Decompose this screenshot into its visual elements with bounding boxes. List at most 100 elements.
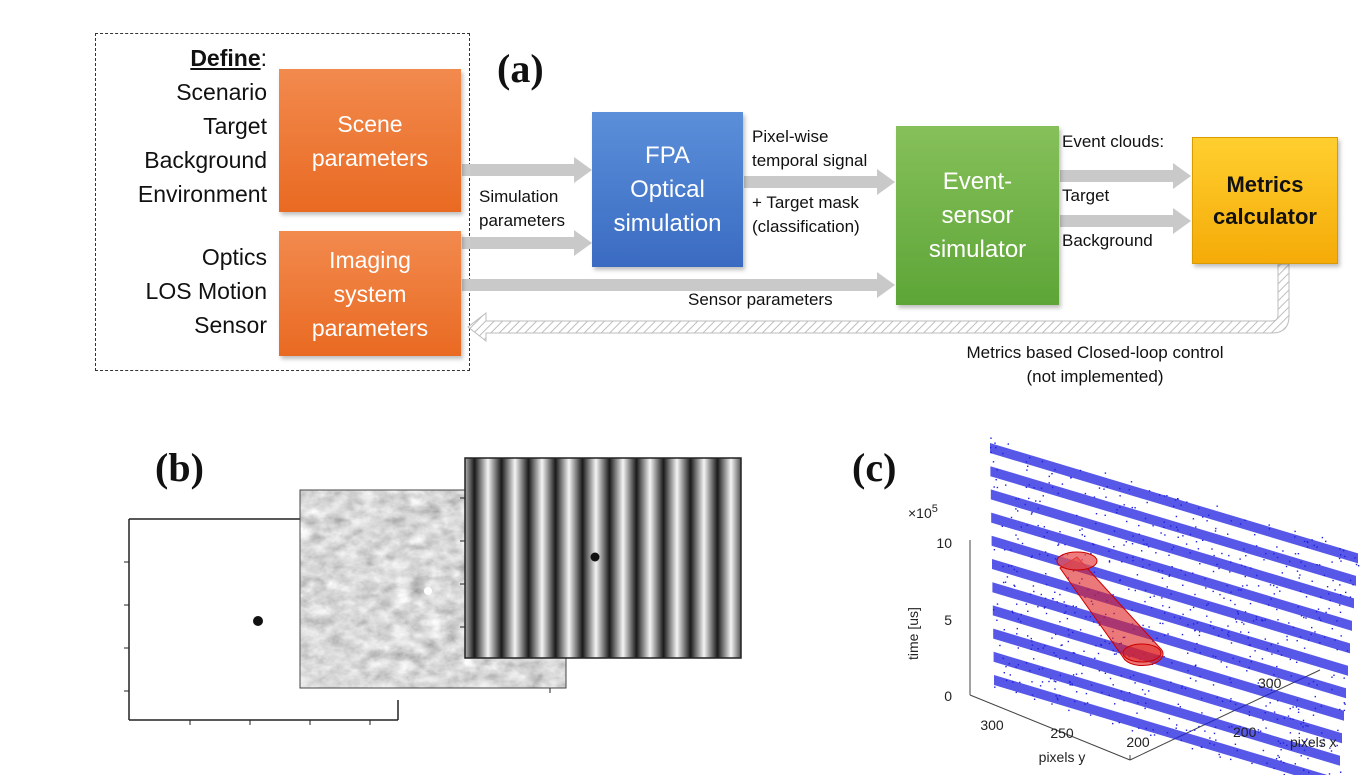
event-point (1215, 656, 1217, 658)
event-point (1030, 637, 1032, 640)
event-point (1231, 725, 1233, 728)
event-point (1334, 589, 1336, 591)
event-point (1016, 570, 1018, 573)
event-point (1206, 520, 1208, 522)
event-point (1297, 606, 1299, 608)
event-point (1148, 626, 1150, 628)
event-point (1131, 506, 1133, 509)
event-point (1132, 535, 1134, 537)
event-point (1142, 566, 1144, 568)
event-point (1085, 616, 1087, 618)
event-point (1119, 580, 1121, 582)
event-point (1155, 552, 1157, 554)
event-point (1218, 567, 1220, 570)
event-point (1311, 626, 1313, 629)
event-point (1171, 662, 1173, 664)
event-point (1152, 729, 1154, 731)
event-point (1280, 760, 1282, 762)
define-imaging-list: Optics LOS Motion Sensor (105, 240, 267, 342)
event-point (1113, 530, 1116, 532)
event-point (1340, 594, 1342, 596)
event-point (1244, 611, 1247, 613)
event-point (1238, 660, 1241, 663)
event-point (1270, 644, 1272, 646)
event-point (1059, 531, 1061, 533)
event-point (1248, 644, 1250, 646)
panel-b-label: (b) (155, 445, 204, 490)
define-item-sensor: Sensor (194, 312, 267, 338)
event-point (1330, 750, 1333, 752)
event-point (1173, 505, 1175, 507)
event-point (1040, 593, 1042, 596)
event-point (1282, 550, 1284, 552)
event-point (1191, 748, 1194, 750)
event-point (1131, 609, 1133, 611)
event-point (1343, 702, 1345, 704)
event-point (1265, 727, 1267, 729)
event-point (1112, 594, 1114, 596)
event-point (1026, 469, 1028, 471)
event-point (1314, 631, 1316, 633)
define-item-scenario: Scenario (176, 79, 267, 105)
event-point (1027, 465, 1029, 467)
event-point (1349, 579, 1352, 582)
event-point (1163, 612, 1166, 614)
event-point (1227, 625, 1229, 627)
event-point (1024, 503, 1026, 506)
event-stripe (990, 466, 1356, 586)
event-point (1134, 589, 1136, 592)
event-point (1160, 532, 1162, 534)
event-point (1294, 536, 1296, 538)
event-point (1181, 685, 1184, 687)
event-point (1179, 617, 1181, 620)
event-point (1163, 521, 1165, 523)
event-point (1143, 543, 1145, 546)
event-point (1329, 747, 1331, 749)
event-point (1345, 591, 1347, 594)
event-point (1017, 618, 1020, 620)
event-point (1333, 674, 1335, 676)
event-point (1195, 526, 1197, 528)
event-point (1055, 681, 1057, 683)
event-point (1144, 517, 1147, 520)
event-point (1089, 616, 1092, 618)
event-point (1017, 664, 1019, 666)
event-point (1277, 740, 1280, 742)
event-point (1195, 541, 1198, 543)
event-point (1236, 749, 1238, 752)
event-point (1303, 769, 1305, 771)
event-point (1247, 631, 1250, 634)
event-point (1239, 523, 1242, 525)
event-point (1239, 725, 1241, 728)
event-point (1220, 661, 1222, 663)
event-point (1047, 554, 1049, 557)
event-point (1010, 549, 1012, 551)
imaging-system-parameters-block: Imaging system parameters (279, 231, 461, 356)
event-point (1182, 613, 1184, 616)
event-point (1009, 674, 1011, 676)
event-point (1318, 617, 1321, 619)
event-point (1340, 771, 1342, 773)
event-point (1249, 644, 1251, 646)
event-point (1281, 572, 1283, 574)
event-point (1357, 565, 1360, 567)
event-point (1168, 606, 1171, 609)
event-point (1093, 621, 1095, 623)
event-point (1084, 703, 1086, 705)
event-point (1153, 734, 1156, 736)
event-point (1120, 675, 1123, 677)
event-point (1032, 585, 1035, 587)
event-point (1194, 648, 1196, 650)
event-point (1008, 663, 1010, 665)
event-point (1037, 507, 1039, 510)
event-point (1147, 546, 1150, 548)
event-point (1223, 597, 1225, 599)
event-point (1321, 732, 1323, 734)
event-point (1328, 773, 1331, 775)
event-point (1150, 734, 1152, 736)
event-point (1266, 648, 1268, 650)
event-point (1329, 599, 1331, 602)
event-point (1250, 661, 1252, 663)
event-point (1005, 665, 1007, 668)
event-point (1340, 635, 1342, 637)
